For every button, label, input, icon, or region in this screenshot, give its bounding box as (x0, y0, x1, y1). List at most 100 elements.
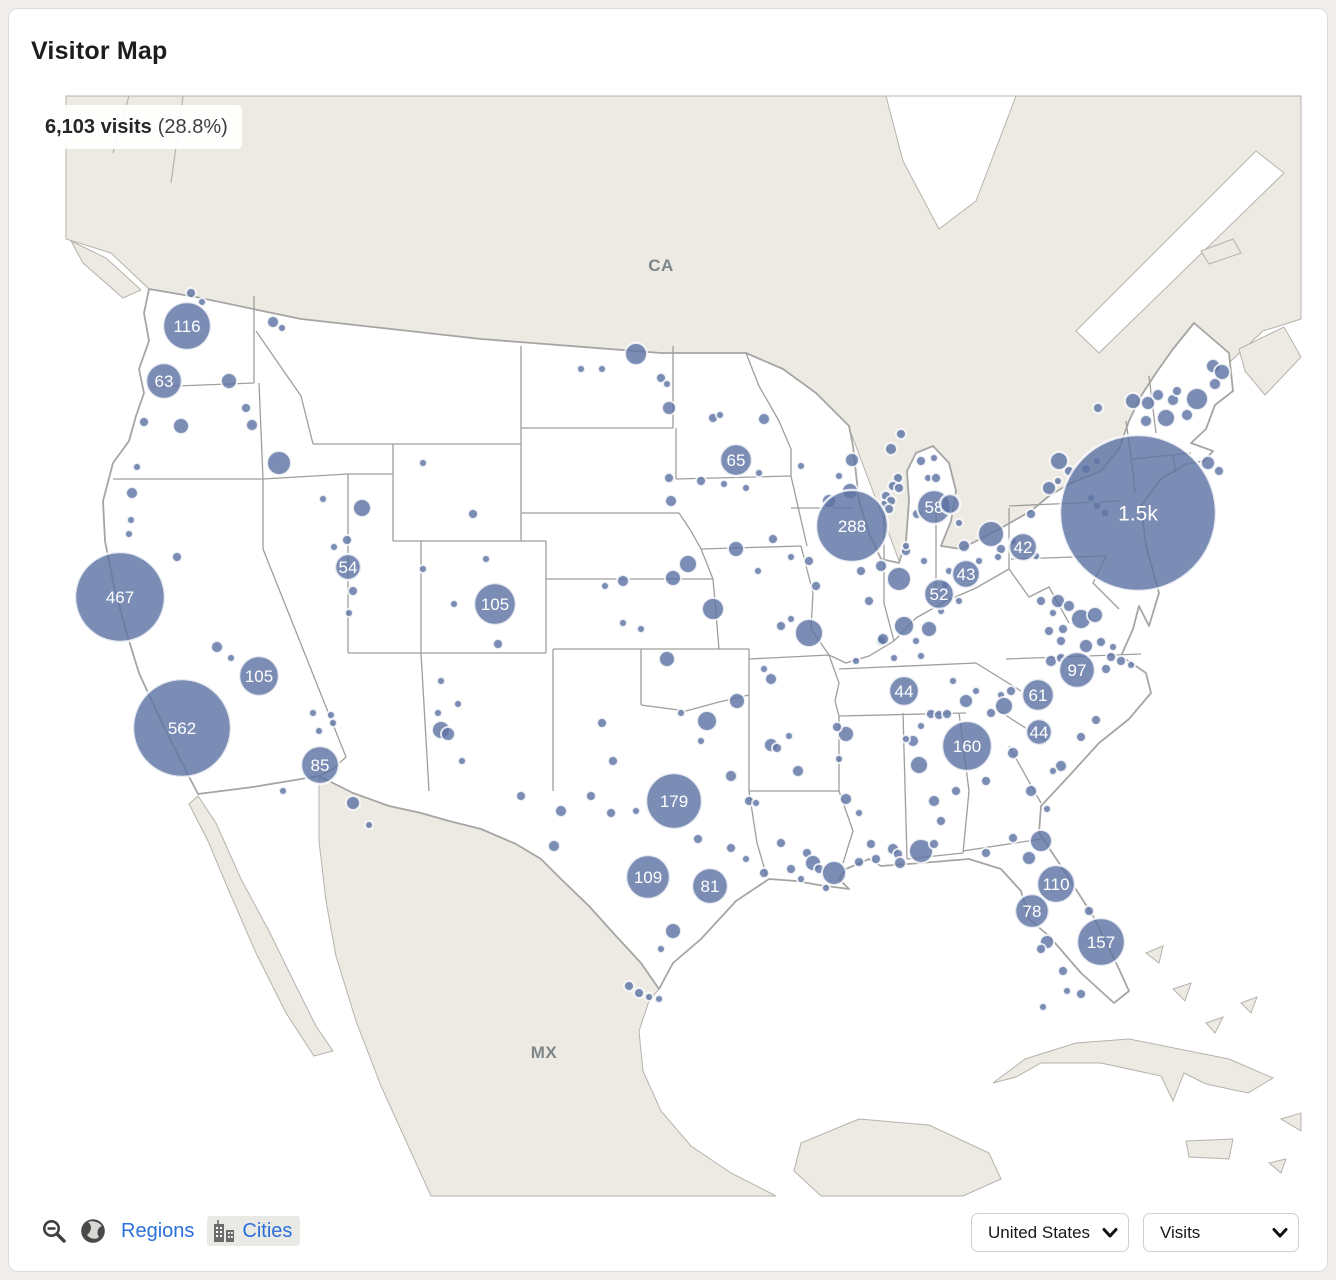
city-dot[interactable] (851, 656, 861, 666)
city-dot[interactable] (696, 736, 706, 746)
city-dot[interactable] (481, 554, 491, 564)
city-dot[interactable] (1108, 642, 1118, 652)
city-dot[interactable] (1124, 392, 1142, 410)
city-dot[interactable] (1042, 804, 1052, 814)
city-dot[interactable] (220, 372, 238, 390)
city-dot[interactable] (741, 854, 751, 864)
city-dot[interactable] (185, 287, 197, 299)
city-dot[interactable] (1041, 480, 1057, 496)
city-dot[interactable] (954, 596, 964, 606)
city-dot[interactable] (1213, 363, 1231, 381)
city-dot[interactable] (1025, 508, 1037, 520)
city-dot[interactable] (874, 559, 888, 573)
city-dot[interactable] (916, 651, 926, 661)
city-dot[interactable] (767, 533, 779, 545)
zoom-out-button[interactable] (39, 1216, 70, 1247)
cities-mode-link[interactable]: Cities (242, 1219, 293, 1242)
city-dot[interactable] (915, 455, 927, 467)
city-dot[interactable] (701, 597, 725, 621)
visit-bubble[interactable] (161, 300, 213, 352)
city-dot[interactable] (125, 486, 139, 500)
city-dot[interactable] (884, 442, 898, 456)
city-dot[interactable] (1057, 623, 1069, 635)
city-dot[interactable] (631, 806, 641, 816)
city-dot[interactable] (751, 798, 761, 808)
city-dot[interactable] (1021, 850, 1037, 866)
city-dot[interactable] (764, 672, 778, 686)
city-dot[interactable] (1156, 408, 1176, 428)
city-dot[interactable] (930, 472, 942, 484)
city-dot[interactable] (695, 475, 707, 487)
city-dot[interactable] (1180, 408, 1194, 422)
city-dot[interactable] (329, 542, 339, 552)
city-dot[interactable] (341, 534, 353, 546)
city-dot[interactable] (977, 520, 1005, 548)
city-dot[interactable] (895, 428, 907, 440)
city-dot[interactable] (623, 980, 635, 992)
city-dot[interactable] (266, 450, 292, 476)
city-dot[interactable] (948, 676, 958, 686)
city-dot[interactable] (893, 615, 915, 637)
visit-bubble[interactable] (472, 581, 518, 627)
city-dot[interactable] (1035, 943, 1047, 955)
city-dot[interactable] (436, 676, 446, 686)
city-dot[interactable] (980, 775, 992, 787)
city-dot[interactable] (957, 539, 971, 553)
city-dot[interactable] (433, 708, 443, 718)
city-dot[interactable] (576, 364, 586, 374)
city-dot[interactable] (308, 708, 318, 718)
city-dot[interactable] (1213, 465, 1225, 477)
city-dot[interactable] (1005, 685, 1017, 697)
city-dot[interactable] (1062, 599, 1076, 613)
city-dot[interactable] (1007, 832, 1019, 844)
city-dot[interactable] (314, 726, 324, 736)
city-dot[interactable] (853, 856, 865, 868)
city-dot[interactable] (138, 416, 150, 428)
city-dot[interactable] (692, 833, 704, 845)
city-dot[interactable] (886, 566, 912, 592)
city-dot[interactable] (1038, 1002, 1048, 1012)
city-dot[interactable] (775, 837, 787, 849)
city-dot[interactable] (715, 410, 725, 420)
city-dot[interactable] (676, 708, 686, 718)
city-dot[interactable] (226, 653, 236, 663)
city-dot[interactable] (901, 734, 911, 744)
city-dot[interactable] (467, 508, 479, 520)
city-dot[interactable] (278, 786, 288, 796)
city-dot[interactable] (1105, 651, 1117, 663)
city-dot[interactable] (950, 785, 962, 797)
city-dot[interactable] (927, 794, 941, 808)
city-dot[interactable] (935, 815, 947, 827)
city-dot[interactable] (928, 838, 940, 850)
city-dot[interactable] (775, 620, 787, 632)
visit-bubble[interactable] (938, 492, 962, 516)
city-dot[interactable] (266, 315, 280, 329)
city-dot[interactable] (596, 717, 608, 729)
city-dot[interactable] (515, 790, 527, 802)
city-dot[interactable] (810, 580, 822, 592)
city-dot[interactable] (876, 632, 890, 646)
city-dot[interactable] (347, 585, 359, 597)
city-dot[interactable] (759, 664, 769, 674)
city-dot[interactable] (132, 462, 142, 472)
visit-bubble[interactable] (814, 488, 890, 564)
city-dot[interactable] (1062, 986, 1072, 996)
city-dot[interactable] (757, 412, 771, 426)
city-dot[interactable] (985, 707, 997, 719)
city-dot[interactable] (941, 708, 953, 720)
city-dot[interactable] (662, 379, 672, 389)
city-dot[interactable] (1055, 635, 1067, 647)
city-dot[interactable] (929, 453, 939, 463)
city-dot[interactable] (453, 699, 463, 709)
city-dot[interactable] (1053, 476, 1063, 486)
visit-bubble[interactable] (1075, 916, 1127, 968)
visit-bubble[interactable] (237, 654, 281, 698)
city-dot[interactable] (980, 847, 992, 859)
city-dot[interactable] (834, 754, 844, 764)
city-dot[interactable] (656, 944, 666, 954)
city-dot[interactable] (785, 863, 797, 875)
city-dot[interactable] (854, 808, 864, 818)
city-dot[interactable] (834, 471, 844, 481)
city-dot[interactable] (661, 400, 677, 416)
city-dot[interactable] (1200, 455, 1216, 471)
